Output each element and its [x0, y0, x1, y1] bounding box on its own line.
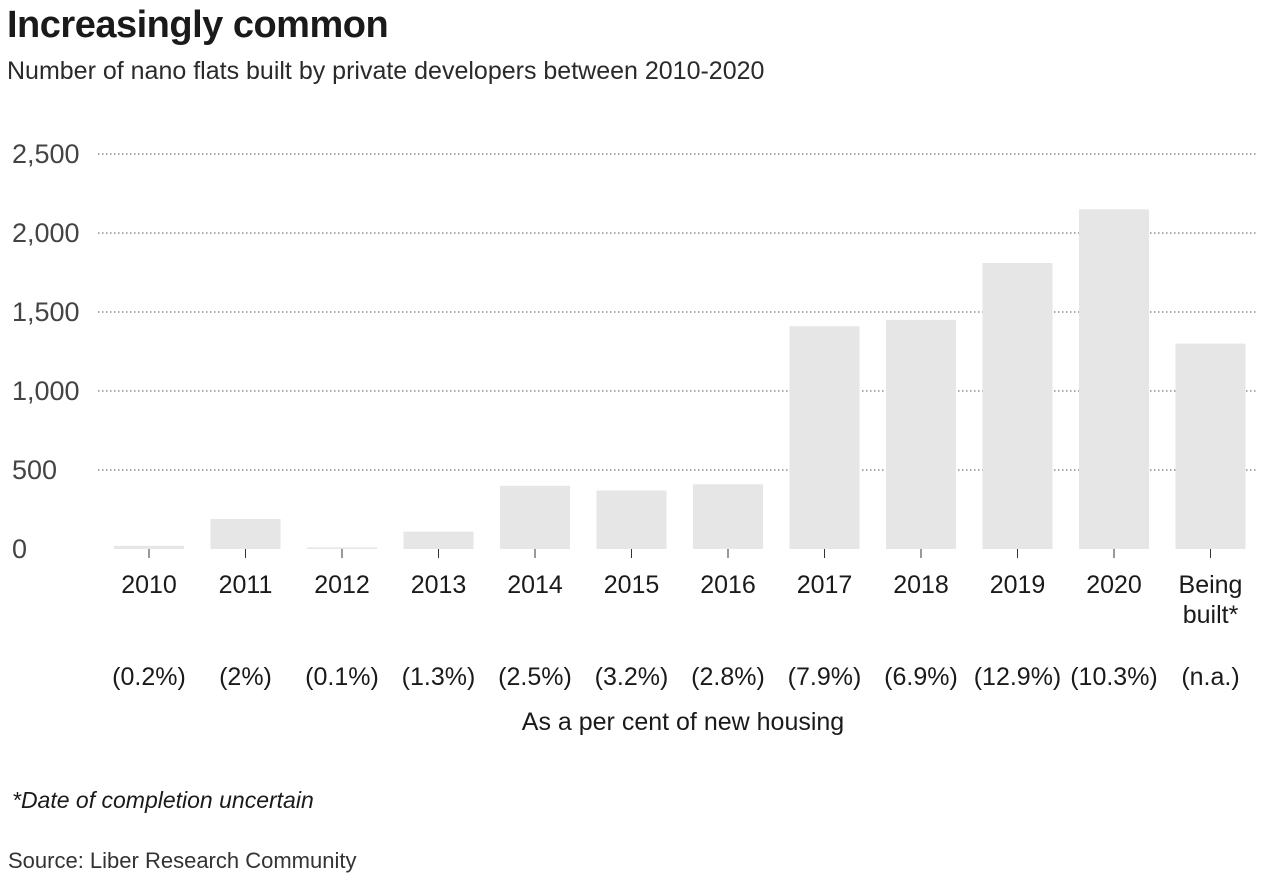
x-tick-label: 2010	[121, 571, 177, 599]
bar-1	[210, 518, 281, 549]
x-tick-label: 2019	[990, 571, 1046, 599]
x-tick-label: Being built*	[1179, 571, 1243, 629]
percent-label: (2.5%)	[498, 663, 572, 691]
x-tick-label: 2020	[1086, 571, 1142, 599]
chart-subtitle: Number of nano flats built by private de…	[7, 57, 765, 85]
percent-label: (1.3%)	[402, 663, 476, 691]
x-tick-label: 2017	[797, 571, 853, 599]
percent-caption: As a per cent of new housing	[522, 708, 844, 736]
bar-11	[1175, 343, 1246, 549]
percent-label: (2%)	[219, 663, 272, 691]
bar-3	[403, 531, 474, 549]
y-tick-label: 500	[12, 455, 57, 485]
y-tick-label: 1,000	[12, 376, 80, 406]
percent-label: (12.9%)	[974, 663, 1062, 691]
percent-label: (6.9%)	[884, 663, 958, 691]
percent-label: (n.a.)	[1181, 663, 1239, 691]
percent-label: (0.1%)	[305, 663, 379, 691]
x-tick-label: 2015	[604, 571, 660, 599]
percent-label: (0.2%)	[112, 663, 186, 691]
percent-label: (2.8%)	[691, 663, 765, 691]
x-tick-label: 2012	[314, 571, 370, 599]
gridlines	[98, 153, 1258, 471]
bar-4	[500, 485, 570, 549]
bar-8	[886, 319, 956, 549]
footnote: *Date of completion uncertain	[12, 787, 314, 813]
y-tick-label: 1,500	[12, 297, 80, 327]
x-tick-label: 2018	[893, 571, 949, 599]
x-tick-label: 2011	[219, 571, 273, 599]
bar-10	[1079, 209, 1149, 550]
x-tick-label: 2014	[507, 571, 563, 599]
percent-label: (10.3%)	[1070, 663, 1158, 691]
y-tick-label: 2,500	[12, 139, 80, 169]
percent-label: (7.9%)	[788, 663, 862, 691]
bars	[114, 209, 1246, 550]
percent-label: (3.2%)	[595, 663, 669, 691]
y-tick-label: 0	[12, 534, 27, 564]
x-axis-ticks	[148, 549, 1211, 558]
bar-0	[114, 545, 184, 549]
bar-6	[693, 484, 763, 549]
y-axis-labels: 0 500 1,000 1,500 2,000 2,500	[12, 139, 80, 564]
bar-7	[789, 326, 860, 549]
source-note: Source: Liber Research Community	[8, 848, 357, 873]
y-tick-label: 2,000	[12, 218, 80, 248]
x-tick-label: 2016	[700, 571, 756, 599]
x-tick-label: 2013	[411, 571, 467, 599]
x-axis-labels: 2010 2011 2012 2013 2014 2015 2016 2017 2018 2019…	[121, 571, 1242, 629]
percent-labels: (0.2%) (2%) (0.1%) (1.3%) (2.5%) (3.2%) (2.8%)…	[112, 663, 1240, 691]
chart-title: Increasingly common	[7, 4, 389, 46]
bar-2	[307, 547, 377, 549]
bar-5	[596, 490, 667, 549]
bar-9	[982, 263, 1053, 549]
